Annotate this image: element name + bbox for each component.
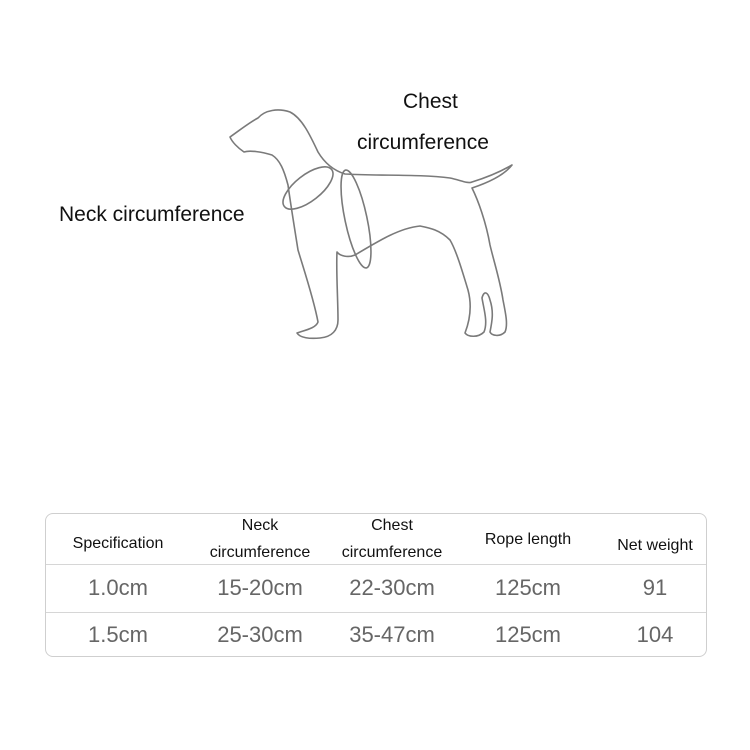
cell-chest: 22-30cm [349,575,435,600]
dog-body-outline [229,109,513,340]
table-header-row: Specification Neck circumference Chest cir… [46,514,706,565]
header-chest: Chest circumference [330,514,454,564]
header-rope-length: Rope length [454,514,602,568]
header-text: Neck [241,517,279,534]
header-text: circumference [209,544,311,561]
cell-neck: 15-20cm [217,575,303,600]
neck-label: Neck circumference [59,203,245,226]
header-neck: Neck circumference [190,514,330,564]
cell-net-weight: 104 [636,622,674,647]
header-text: Rope length [484,530,572,548]
cell-rope-length: 125cm [494,575,562,600]
cell-net-weight: 91 [642,575,668,600]
size-table: Specification Neck circumference Chest cir… [45,513,707,657]
cell-chest: 35-47cm [349,622,435,647]
cell-specification: 1.5cm [88,622,148,647]
header-net-weight: Net weight [602,514,708,570]
chest-label-line2: circumference [357,131,489,154]
cell-rope-length: 125cm [494,622,562,647]
header-text: Net weight [617,536,693,554]
table-row: 1.0cm 15-20cm 22-30cm 125cm 91 [46,564,706,613]
header-text: Specification [72,534,164,552]
table-row: 1.5cm 25-30cm 35-47cm 125cm 104 [46,612,706,658]
chest-label-line1: Chest [403,90,458,113]
chest-measure-loop [340,169,372,269]
header-specification: Specification [46,514,190,568]
neck-measure-loop [282,166,334,210]
cell-specification: 1.0cm [88,575,148,600]
cell-neck: 25-30cm [217,622,303,647]
header-text: Chest [371,517,413,534]
header-text: circumference [341,544,443,561]
